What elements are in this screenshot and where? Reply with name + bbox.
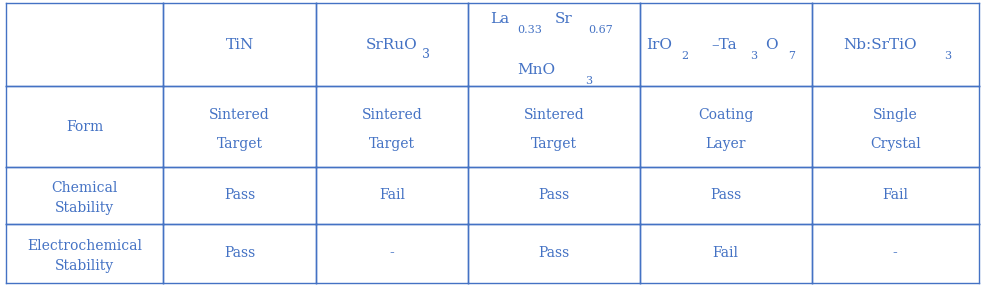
- Text: -: -: [389, 247, 394, 261]
- Text: Pass: Pass: [538, 188, 569, 202]
- Text: Sintered: Sintered: [361, 108, 423, 122]
- Text: Target: Target: [531, 137, 577, 151]
- Text: 2: 2: [681, 51, 689, 61]
- Text: Electrochemical: Electrochemical: [28, 239, 143, 253]
- Text: SrRuO: SrRuO: [366, 37, 418, 51]
- Text: Pass: Pass: [224, 188, 255, 202]
- Text: 3: 3: [750, 51, 756, 61]
- Text: Fail: Fail: [883, 188, 908, 202]
- Text: O: O: [764, 37, 777, 51]
- Text: Sintered: Sintered: [209, 108, 270, 122]
- Text: Pass: Pass: [224, 247, 255, 261]
- Text: 3: 3: [944, 51, 951, 61]
- Text: -: -: [892, 247, 897, 261]
- Text: Crystal: Crystal: [870, 137, 921, 151]
- Text: Fail: Fail: [713, 247, 739, 261]
- Text: TiN: TiN: [226, 37, 254, 51]
- Text: Nb:SrTiO: Nb:SrTiO: [844, 37, 917, 51]
- Text: Single: Single: [873, 108, 918, 122]
- Text: 3: 3: [423, 48, 430, 61]
- Text: Stability: Stability: [55, 259, 114, 273]
- Text: Fail: Fail: [379, 188, 405, 202]
- Text: –Ta: –Ta: [711, 37, 737, 51]
- Text: MnO: MnO: [517, 63, 556, 77]
- Text: Chemical: Chemical: [51, 181, 118, 195]
- Text: Form: Form: [66, 120, 103, 134]
- Text: IrO: IrO: [646, 37, 672, 51]
- Text: Sintered: Sintered: [523, 108, 584, 122]
- Text: 0.33: 0.33: [517, 25, 542, 35]
- Text: Pass: Pass: [538, 247, 569, 261]
- Text: Sr: Sr: [555, 12, 572, 26]
- Text: Layer: Layer: [705, 137, 746, 151]
- Text: Coating: Coating: [698, 108, 754, 122]
- Text: La: La: [491, 12, 509, 26]
- Text: Stability: Stability: [55, 201, 114, 215]
- Text: Pass: Pass: [710, 188, 742, 202]
- Text: 3: 3: [585, 76, 592, 86]
- Text: Target: Target: [368, 137, 415, 151]
- Text: Target: Target: [217, 137, 263, 151]
- Text: 7: 7: [788, 51, 795, 61]
- Text: 0.67: 0.67: [589, 25, 614, 35]
